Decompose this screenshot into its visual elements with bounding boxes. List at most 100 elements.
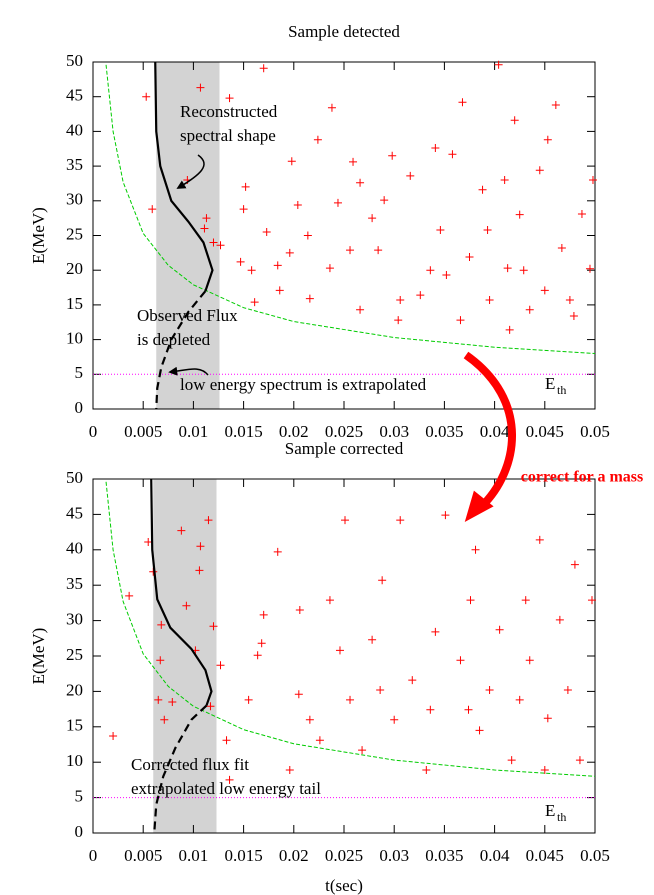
data-point — [543, 135, 552, 144]
x-tick-label: 0.05 — [580, 846, 610, 865]
annot-arrow — [176, 154, 205, 189]
data-point — [142, 92, 151, 101]
y-tick-label: 5 — [75, 787, 84, 806]
data-point — [510, 116, 519, 125]
x-tick-label: 0.015 — [224, 422, 262, 441]
curve — [154, 61, 214, 292]
data-point — [503, 264, 512, 273]
big-arrow-head — [464, 490, 494, 523]
data-point — [507, 756, 516, 765]
data-point — [206, 702, 215, 711]
data-point — [495, 625, 504, 634]
data-point — [426, 266, 435, 275]
data-point — [196, 542, 205, 551]
data-point — [273, 547, 282, 556]
data-point — [177, 526, 186, 535]
x-tick-label: 0.045 — [526, 846, 564, 865]
data-point — [305, 715, 314, 724]
data-point — [374, 246, 383, 255]
data-point — [431, 627, 440, 636]
data-point — [535, 535, 544, 544]
data-point — [396, 516, 405, 525]
x-tick-label: 0.045 — [526, 422, 564, 441]
annotation: Observed Flux — [137, 306, 238, 325]
y-tick-label: 0 — [75, 398, 84, 417]
y-tick-label: 35 — [66, 155, 83, 174]
data-point — [368, 214, 377, 223]
y-tick-label: 15 — [66, 294, 83, 313]
y-tick-label: 5 — [75, 363, 84, 382]
x-tick-label: 0.035 — [425, 846, 463, 865]
data-point — [587, 596, 596, 605]
data-point — [436, 225, 445, 234]
data-point — [525, 656, 534, 665]
data-point — [588, 175, 597, 184]
data-point — [478, 185, 487, 194]
data-point — [515, 695, 524, 704]
data-point — [273, 261, 282, 270]
data-point — [563, 685, 572, 694]
y-tick-label: 50 — [66, 468, 83, 487]
annotation: Corrected flux fit — [131, 755, 249, 774]
x-tick-label: 0.025 — [325, 846, 363, 865]
data-point — [378, 576, 387, 585]
data-point — [305, 294, 314, 303]
data-point — [368, 635, 377, 644]
y-tick-label: 15 — [66, 716, 83, 735]
y-tick-label: 45 — [66, 86, 83, 105]
data-point — [333, 198, 342, 207]
data-point — [285, 765, 294, 774]
data-point — [505, 325, 514, 334]
data-point — [519, 266, 528, 275]
data-point — [154, 695, 163, 704]
data-point — [287, 157, 296, 166]
x-tick-label: 0.025 — [325, 422, 363, 441]
x-tick-label: 0.03 — [379, 422, 409, 441]
data-point — [431, 144, 440, 153]
data-point — [241, 182, 250, 191]
data-point — [156, 656, 165, 665]
data-point — [448, 150, 457, 159]
annotation: low energy spectrum is extrapolated — [180, 375, 427, 394]
data-point — [109, 732, 118, 741]
data-point — [585, 264, 594, 273]
data-point — [216, 241, 225, 250]
data-point — [313, 135, 322, 144]
data-point — [182, 601, 191, 610]
data-point — [259, 610, 268, 619]
data-point — [262, 228, 271, 237]
y-tick-label: 25 — [66, 224, 83, 243]
x-tick-label: 0.01 — [179, 422, 209, 441]
curve — [150, 478, 213, 706]
data-point — [356, 178, 365, 187]
y-axis-label: E(MeV) — [29, 207, 48, 264]
data-point — [209, 238, 218, 247]
data-point — [239, 205, 248, 214]
data-point — [250, 298, 259, 307]
chart: Sample detected E(MeV) 0 5 10 15 20 25 30 35 40 45 5… — [29, 22, 610, 441]
y-tick-label: 20 — [66, 259, 83, 278]
data-point — [285, 248, 294, 257]
x-axis-label: t(sec) — [325, 876, 363, 895]
annotation: extrapolated low energy tail — [131, 779, 321, 798]
data-point — [225, 94, 234, 103]
chart-title: Sample detected — [288, 22, 400, 41]
x-tick-label: 0.015 — [224, 846, 262, 865]
data-point — [327, 103, 336, 112]
y-axis-label: E(MeV) — [29, 628, 48, 685]
big-arrow — [463, 351, 516, 511]
data-point — [458, 98, 467, 107]
y-tick-label: 25 — [66, 645, 83, 664]
x-tick-label: 0.01 — [179, 846, 209, 865]
data-point — [500, 175, 509, 184]
data-point — [376, 685, 385, 694]
x-tick-label: 0 — [89, 846, 98, 865]
data-point — [543, 714, 552, 723]
data-point — [540, 765, 549, 774]
data-point — [483, 225, 492, 234]
data-point — [380, 196, 389, 205]
curve — [105, 481, 596, 777]
data-point — [535, 166, 544, 175]
data-point — [144, 538, 153, 547]
data-point — [515, 210, 524, 219]
